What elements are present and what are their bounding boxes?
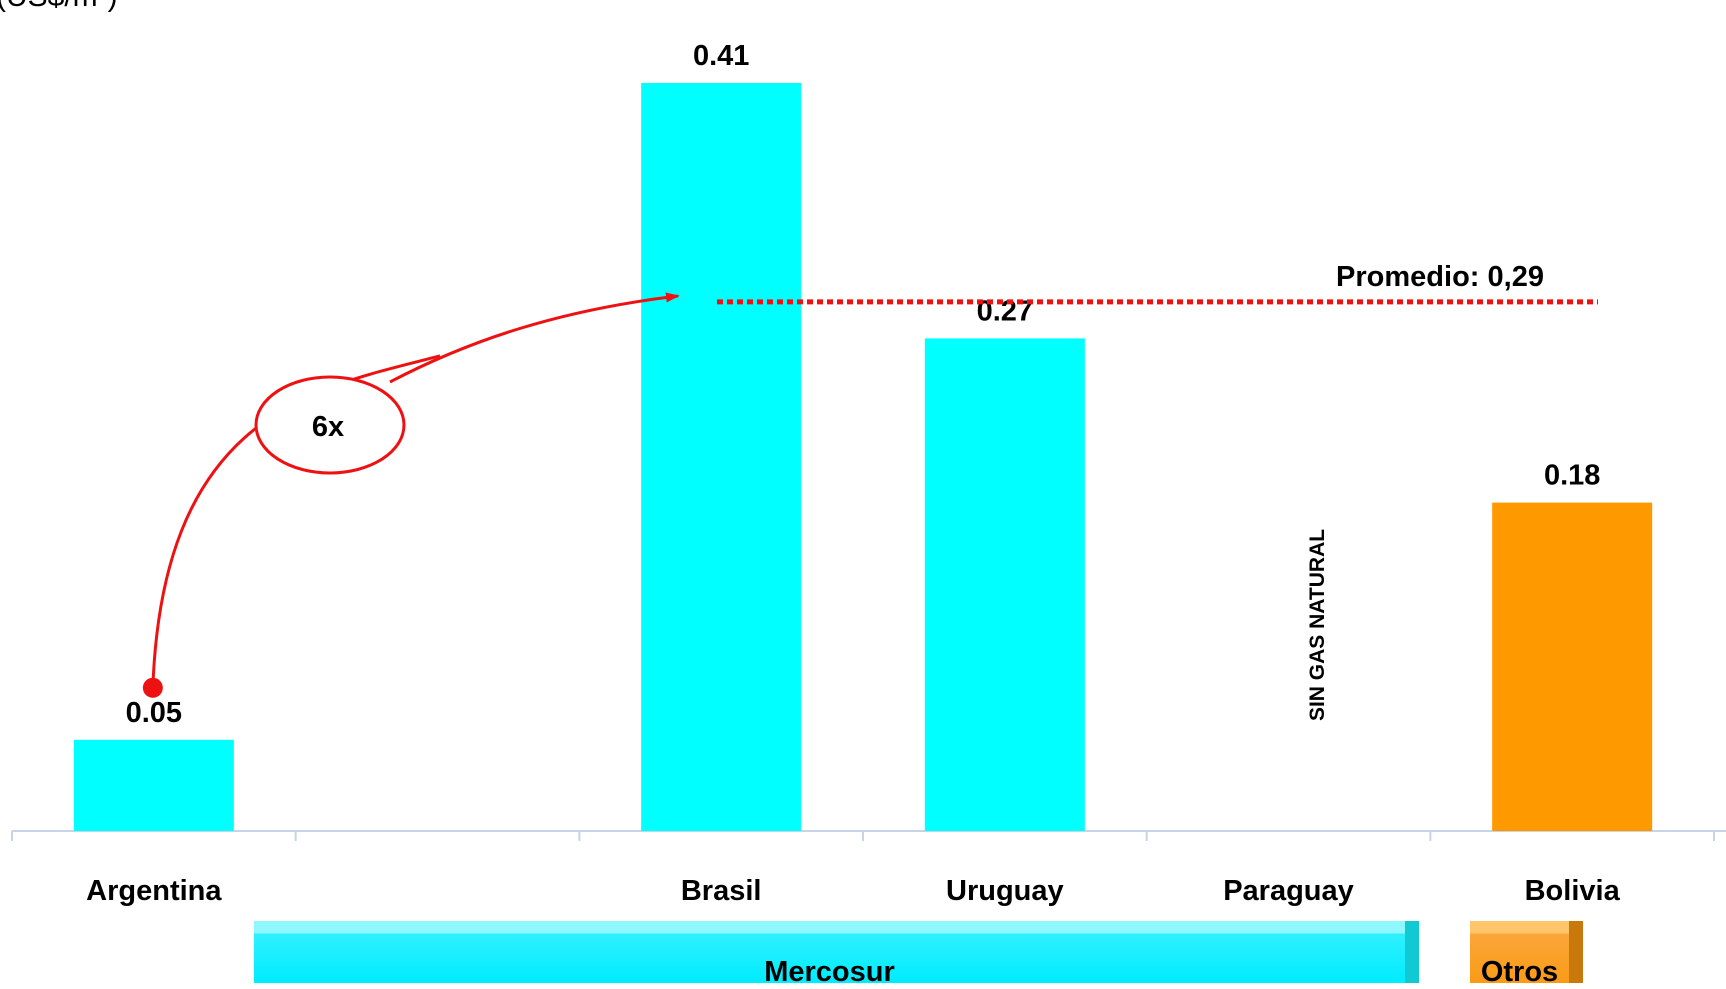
no-gas-note: SIN GAS NATURAL bbox=[1306, 529, 1329, 721]
bar-bolivia bbox=[1492, 502, 1653, 831]
y-unit-label: (US$/m³) bbox=[0, 0, 118, 14]
category-label-bolivia: Bolivia bbox=[1525, 875, 1621, 907]
ratio-ellipse bbox=[254, 375, 406, 475]
ratio-arrow bbox=[389, 292, 680, 384]
group-label-otros: Otros bbox=[1480, 956, 1559, 988]
group-label-mercosur: Mercosur bbox=[764, 956, 895, 988]
average-label: Promedio: 0,29 bbox=[1336, 261, 1544, 293]
category-label-argentina: Argentina bbox=[86, 875, 222, 907]
category-label-paraguay: Paraguay bbox=[1223, 875, 1354, 907]
group-band-mercosur: Mercosur bbox=[254, 921, 1419, 988]
ratio-label: 6x bbox=[312, 411, 344, 443]
bar-brasil bbox=[641, 82, 802, 831]
bar-uruguay bbox=[924, 338, 1085, 831]
value-label-bolivia: 0.18 bbox=[1544, 460, 1600, 492]
value-label-brasil: 0.41 bbox=[693, 40, 749, 72]
group-band-otros: Otros bbox=[1470, 921, 1583, 988]
ratio-start-dot bbox=[142, 677, 163, 698]
value-label-argentina: 0.05 bbox=[126, 697, 182, 729]
category-label-brasil: Brasil bbox=[681, 875, 762, 907]
bar-argentina bbox=[73, 739, 234, 831]
category-label-uruguay: Uruguay bbox=[946, 875, 1064, 907]
value-label-uruguay: 0.27 bbox=[977, 295, 1033, 327]
